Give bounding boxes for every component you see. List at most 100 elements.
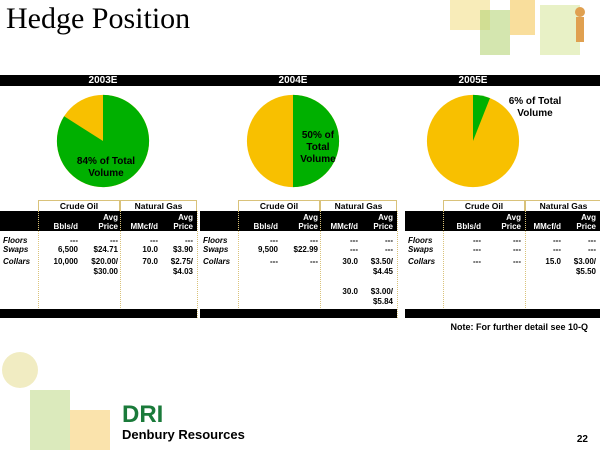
column-header-row: Bbls/d Avg Price MMcf/d Avg Price <box>200 211 397 231</box>
column-divider <box>120 211 121 318</box>
column-header: Avg Price <box>373 213 393 231</box>
table-cell: --- <box>588 245 596 254</box>
pie-label: 6% of Total Volume <box>508 96 562 119</box>
table-cell: --- <box>513 245 521 254</box>
column-header: Bbls/d <box>456 222 481 231</box>
header-line: Avg <box>178 213 193 222</box>
pie-slice-hedged <box>473 94 490 141</box>
table-footer-bar <box>0 309 197 318</box>
page-title: Hedge Position <box>6 2 191 35</box>
table-cell: --- <box>70 236 78 245</box>
table-cell: --- <box>310 257 318 266</box>
column-header: Avg Price <box>576 213 596 231</box>
table-cell: --- <box>350 245 358 254</box>
column-divider <box>397 211 398 318</box>
column-header: MMcf/d <box>533 222 561 231</box>
table-cell: 10,000 <box>53 257 78 266</box>
table-cell: 70.0 <box>142 257 158 266</box>
row-label: Collars <box>408 257 436 266</box>
header-line: Price <box>576 222 596 231</box>
table-cell: $3.90 <box>172 245 193 254</box>
column-divider <box>238 211 239 318</box>
table-cell: --- <box>473 236 481 245</box>
pie-slice-hedged <box>293 94 340 188</box>
svg-text:DRI: DRI <box>122 401 163 426</box>
column-header: Bbls/d <box>53 222 78 231</box>
page-number: 22 <box>576 434 588 445</box>
pie-chart-2003 <box>56 94 150 188</box>
header-line: Avg <box>303 213 318 222</box>
table-cell: 10.0 <box>142 245 158 254</box>
row-label: Floors <box>408 236 433 245</box>
row-label: Floors <box>3 236 28 245</box>
table-cell: 30.0 <box>342 287 358 296</box>
header-line: Price <box>501 222 521 231</box>
crude-oil-header: Crude Oil <box>443 200 525 211</box>
table-cell: --- <box>513 257 521 266</box>
table-cell: --- <box>270 236 278 245</box>
table-cell: $20.00/ <box>91 257 118 266</box>
table-cell: $3.00/ <box>370 287 393 296</box>
column-header: Avg Price <box>501 213 521 231</box>
pie-slice-hedged <box>56 94 150 188</box>
year-label: 2003E <box>88 75 118 86</box>
table-footer-bar <box>200 309 397 318</box>
table-cell: $4.03 <box>172 267 193 276</box>
column-header: Avg Price <box>173 213 193 231</box>
row-label: Swaps <box>408 245 434 254</box>
company-name: Denbury Resources <box>122 427 245 442</box>
header-line: Avg <box>506 213 521 222</box>
footnote: Note: For further detail see 10-Q <box>450 322 588 332</box>
column-header: Avg Price <box>98 213 118 231</box>
column-header: Avg Price <box>298 213 318 231</box>
column-divider <box>320 211 321 318</box>
table-cell: --- <box>185 236 193 245</box>
table-cell: --- <box>350 236 358 245</box>
table-cell: --- <box>473 245 481 254</box>
row-label: Swaps <box>3 245 29 254</box>
natural-gas-header: Natural Gas <box>525 200 600 211</box>
header-line: Avg <box>103 213 118 222</box>
table-cell: --- <box>110 236 118 245</box>
header-line: Price <box>98 222 118 231</box>
header-line: Price <box>298 222 318 231</box>
header-line: Avg <box>378 213 393 222</box>
table-cell: --- <box>270 257 278 266</box>
table-cell: 15.0 <box>545 257 561 266</box>
crude-oil-header: Crude Oil <box>38 200 120 211</box>
table-cell: $3.00/ <box>573 257 596 266</box>
row-label: Collars <box>203 257 231 266</box>
column-divider <box>197 211 198 318</box>
column-header: MMcf/d <box>330 222 358 231</box>
pie-chart-2005 <box>426 94 520 188</box>
hedge-table: Crude Oil Natural Gas Bbls/d Avg Price MMcf/d… <box>200 200 398 318</box>
table-cell: $2.75/ <box>170 257 193 266</box>
column-divider <box>38 211 39 318</box>
crude-oil-header: Crude Oil <box>238 200 320 211</box>
table-cell: --- <box>385 245 393 254</box>
column-divider <box>443 211 444 318</box>
header-line: Avg <box>581 213 596 222</box>
decorative-footer-graphic <box>2 352 110 450</box>
pie-label: 84% of Total Volume <box>76 156 136 179</box>
table-cell: --- <box>513 236 521 245</box>
table-cell: --- <box>385 236 393 245</box>
column-header-row: Bbls/d Avg Price MMcf/d Avg Price <box>405 211 600 231</box>
dri-logo: DRI <box>122 401 163 426</box>
column-header: MMcf/d <box>130 222 158 231</box>
table-footer-bar <box>405 309 600 318</box>
year-label: 2005E <box>458 75 488 86</box>
column-header-row: Bbls/d Avg Price MMcf/d Avg Price <box>0 211 197 231</box>
hedge-table: Crude Oil Natural Gas Bbls/d Avg Price MMcf/d… <box>405 200 600 318</box>
table-cell: $24.71 <box>93 245 118 254</box>
table-cell: 6,500 <box>57 245 78 254</box>
year-label: 2004E <box>278 75 308 86</box>
table-cell: --- <box>588 236 596 245</box>
natural-gas-header: Natural Gas <box>120 200 197 211</box>
table-cell: --- <box>150 236 158 245</box>
table-cell: $5.50 <box>575 267 596 276</box>
decorative-header-graphic <box>450 0 585 55</box>
table-cell: --- <box>553 245 561 254</box>
pie-slice-remaining <box>426 94 520 188</box>
header-line: Price <box>373 222 393 231</box>
